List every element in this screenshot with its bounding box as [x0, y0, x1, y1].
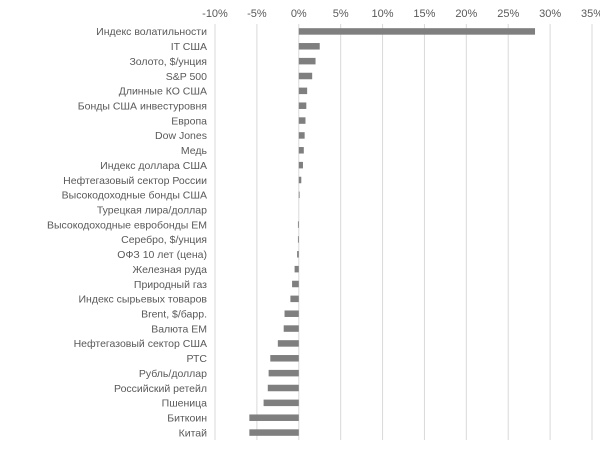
x-tick-label: -5%: [247, 8, 267, 20]
x-tick-label: -10%: [202, 8, 228, 20]
bar: [249, 429, 299, 436]
category-label: Золото, $/унция: [129, 56, 207, 68]
bar: [298, 117, 306, 124]
bar: [267, 384, 299, 392]
bar: [298, 161, 303, 169]
bar: [297, 236, 299, 243]
bar: [298, 147, 304, 154]
bar: [298, 102, 307, 109]
bar: [270, 355, 299, 362]
x-axis-tick-labels: -10% -5% 0% 5% 10% 15% 20% 25% 30% 35%: [202, 8, 600, 20]
category-label: Китай: [179, 427, 208, 439]
category-label: Биткоин: [167, 413, 207, 425]
x-tick-label: 30%: [539, 8, 561, 20]
bar: [284, 310, 299, 317]
category-label: Нефтегазовый сектор США: [74, 338, 207, 350]
bar: [294, 265, 299, 273]
bar: [298, 176, 302, 184]
bars: [249, 28, 536, 436]
x-tick-label: 5%: [333, 8, 349, 20]
category-label: Высокодоходные бонды США: [62, 190, 207, 202]
bar: [298, 72, 313, 80]
category-label: Индекс доллара США: [100, 160, 207, 172]
category-label: S&P 500: [166, 71, 207, 83]
bar: [297, 221, 299, 228]
category-label: Европа: [171, 115, 207, 127]
gridlines: [214, 24, 593, 440]
category-label: Нефтегазовый сектор России: [63, 175, 207, 187]
bar: [290, 295, 299, 303]
x-tick-label: 35%: [581, 8, 600, 20]
category-label: Индекс волатильности: [96, 26, 207, 38]
x-tick-label: 20%: [455, 8, 477, 20]
category-label: Рубль/доллар: [139, 368, 207, 380]
category-label: Высокодоходные евробонды ЕМ: [47, 219, 207, 231]
bar: [268, 369, 299, 377]
category-label: Валюта ЕМ: [151, 323, 207, 335]
category-label: IT США: [171, 41, 207, 53]
x-tick-label: 25%: [497, 8, 519, 20]
bar: [298, 28, 536, 35]
category-label: РТС: [186, 353, 207, 365]
category-label: Brent, $/барр.: [141, 309, 207, 321]
x-tick-label: 0%: [291, 8, 307, 20]
bar: [249, 414, 299, 421]
category-label: Серебро, $/унция: [121, 234, 207, 246]
category-label: Dow Jones: [155, 130, 207, 142]
bar: [298, 43, 320, 50]
category-label: Природный газ: [134, 279, 207, 291]
category-label: Бонды США инвестуровня: [78, 101, 207, 113]
category-label: Турецкая лира/доллар: [97, 205, 207, 217]
category-label: Индекс сырьевых товаров: [78, 294, 207, 306]
category-label: Железная руда: [133, 264, 208, 276]
category-label: Медь: [181, 145, 208, 157]
bar: [292, 280, 299, 288]
category-labels: Индекс волатильности IT США Золото, $/унци…: [47, 26, 208, 439]
x-tick-label: 10%: [372, 8, 394, 20]
bar: [263, 399, 299, 407]
category-label: Пшеница: [162, 398, 207, 410]
category-label: ОФЗ 10 лет (цена): [117, 249, 207, 261]
bar: [298, 191, 300, 199]
bar: [277, 340, 299, 347]
category-label: Российский ретейл: [114, 383, 207, 395]
bar: [298, 132, 305, 139]
bar: [297, 251, 299, 258]
x-tick-label: 15%: [413, 8, 435, 20]
bar: [298, 57, 316, 65]
category-label: Длинные КО США: [119, 86, 207, 98]
bar: [298, 87, 308, 95]
bar: [283, 325, 299, 332]
